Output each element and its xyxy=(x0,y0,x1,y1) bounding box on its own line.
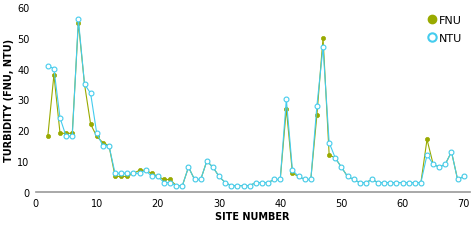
FNU xyxy=(455,178,460,181)
Line: FNU: FNU xyxy=(46,21,466,188)
NTU xyxy=(455,178,460,181)
NTU xyxy=(375,181,381,184)
NTU xyxy=(296,175,302,178)
FNU xyxy=(461,175,466,178)
FNU xyxy=(375,181,381,184)
NTU xyxy=(173,184,179,187)
NTU xyxy=(131,172,136,175)
Y-axis label: TURBIDITY (FNU, NTU): TURBIDITY (FNU, NTU) xyxy=(4,39,14,161)
NTU xyxy=(118,172,124,175)
Line: NTU: NTU xyxy=(46,18,466,188)
NTU xyxy=(45,65,51,68)
FNU xyxy=(82,83,87,86)
X-axis label: SITE NUMBER: SITE NUMBER xyxy=(216,211,290,221)
NTU xyxy=(461,175,466,178)
FNU xyxy=(173,184,179,187)
FNU xyxy=(131,172,136,175)
FNU xyxy=(118,175,124,178)
FNU xyxy=(296,175,302,178)
NTU xyxy=(82,83,87,86)
NTU xyxy=(76,19,81,22)
Legend: FNU, NTU: FNU, NTU xyxy=(427,14,464,46)
FNU xyxy=(76,22,81,25)
FNU xyxy=(45,135,51,138)
